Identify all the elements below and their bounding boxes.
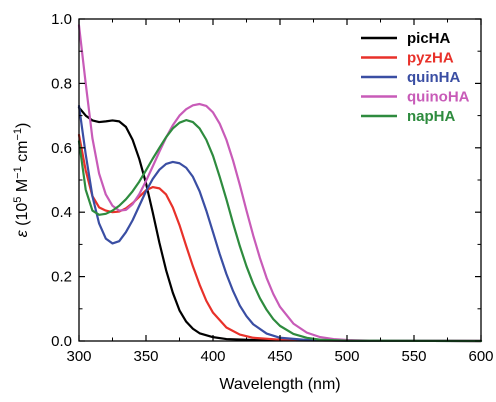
x-tick-label: 500 [334, 348, 359, 365]
y-tick-label: 0.4 [51, 204, 72, 221]
y-tick-label: 0.8 [51, 75, 72, 92]
legend-label-picHA: picHA [407, 30, 451, 47]
series-line-pyzHA [79, 135, 481, 341]
x-tick-label: 450 [267, 348, 292, 365]
legend-label-quinHA: quinHA [407, 69, 460, 86]
x-tick-label: 300 [66, 348, 91, 365]
legend-label-quinoHA: quinoHA [407, 89, 470, 106]
legend-label-napHA: napHA [407, 108, 456, 125]
x-tick-label: 550 [401, 348, 426, 365]
y-tick-label: 1.0 [51, 11, 72, 28]
y-tick-label: 0.2 [51, 269, 72, 286]
y-tick-label: 0.6 [51, 140, 72, 157]
y-tick-label: 0.0 [51, 333, 72, 350]
x-tick-label: 400 [200, 348, 225, 365]
x-axis-title: Wavelength (nm) [219, 376, 340, 393]
legend: picHA pyzHA quinHA quinoHA napHA [361, 30, 470, 125]
y-axis-title: ε (105 M−1 cm−1) [12, 123, 31, 238]
legend-label-pyzHA: pyzHA [407, 50, 454, 67]
x-tick-label: 600 [468, 348, 493, 365]
x-tick-label: 350 [133, 348, 158, 365]
